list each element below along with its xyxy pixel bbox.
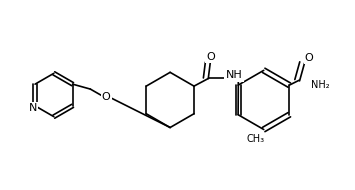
Text: NH: NH	[226, 70, 243, 80]
Text: O: O	[305, 53, 313, 63]
Text: O: O	[102, 92, 110, 102]
Text: N: N	[29, 103, 37, 113]
Text: NH₂: NH₂	[311, 80, 330, 90]
Text: O: O	[206, 51, 215, 62]
Text: CH₃: CH₃	[247, 134, 265, 144]
